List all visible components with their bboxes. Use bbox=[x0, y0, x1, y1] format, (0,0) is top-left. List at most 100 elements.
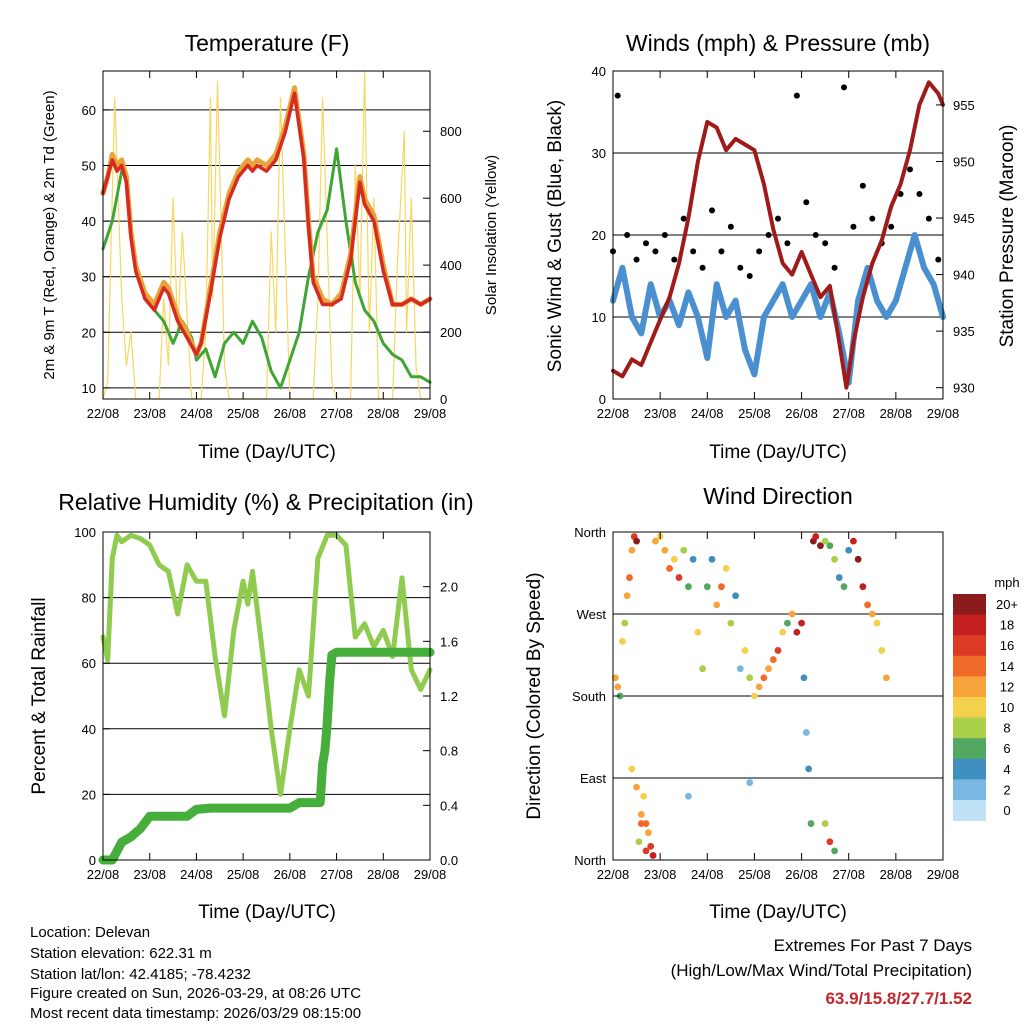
direction-point bbox=[640, 792, 648, 800]
latlon-text: Station lat/lon: 42.4185; -78.4232 bbox=[30, 966, 251, 983]
gust-point bbox=[756, 248, 763, 255]
direction-point bbox=[722, 565, 730, 572]
humidity-xlabel: Time (Day/UTC) bbox=[198, 902, 336, 923]
gust-point bbox=[935, 256, 942, 263]
gust-point bbox=[661, 232, 668, 238]
gust-point bbox=[916, 191, 923, 197]
y-tick-right-label: 935 bbox=[953, 324, 975, 339]
solar-ylabel: Solar Insolation (Yellow) bbox=[483, 155, 500, 315]
x-tick-label: 22/08 bbox=[597, 867, 630, 882]
y-tick-right-label: 1.2 bbox=[440, 689, 458, 704]
direction-point bbox=[774, 647, 782, 654]
y-tick-right-label: 0 bbox=[440, 392, 447, 407]
gust-point bbox=[907, 166, 913, 173]
direction-point bbox=[805, 765, 813, 773]
direction-point bbox=[713, 601, 721, 609]
y-tick-label: North bbox=[574, 853, 606, 868]
direction-point bbox=[614, 683, 622, 691]
temp-9m-line bbox=[101, 91, 432, 357]
direction-point bbox=[817, 542, 824, 550]
x-tick-label: 27/08 bbox=[832, 406, 865, 421]
x-tick-label: 25/08 bbox=[227, 867, 260, 882]
direction-point bbox=[868, 610, 876, 618]
direction-point bbox=[703, 583, 711, 591]
gust-point bbox=[841, 84, 847, 91]
direction-point bbox=[859, 583, 867, 591]
direction-point bbox=[637, 811, 645, 818]
extremes-block: Extremes For Past 7 Days (High/Low/Max W… bbox=[671, 936, 972, 1008]
recent-text: Most recent data timestamp: 2026/03/29 0… bbox=[30, 1005, 361, 1022]
direction-point bbox=[845, 546, 853, 554]
x-tick-label: 27/08 bbox=[320, 867, 353, 882]
x-tick-label: 28/08 bbox=[880, 867, 913, 882]
winds-series bbox=[610, 80, 946, 390]
gust-point bbox=[831, 264, 838, 271]
x-tick-label: 23/08 bbox=[644, 867, 677, 882]
y-tick-right-label: 2.0 bbox=[440, 580, 458, 595]
direction-point bbox=[611, 674, 619, 682]
gust-point bbox=[690, 248, 697, 255]
gust-point bbox=[709, 207, 715, 214]
humidity-series bbox=[98, 532, 435, 865]
x-tick-label: 28/08 bbox=[880, 406, 913, 421]
direction-point bbox=[628, 765, 636, 773]
direction-gridlines bbox=[613, 531, 943, 861]
direction-ticks: 22/08 23/08 24/08 25/08 26/08 27/08 28/08 29/08… bbox=[572, 525, 959, 882]
direction-point bbox=[647, 842, 655, 850]
y-tick-right-label: 945 bbox=[953, 211, 975, 226]
direction-point bbox=[685, 792, 692, 800]
humidity-ylabel: Percent & Total Rainfall bbox=[29, 597, 50, 794]
direction-point bbox=[666, 565, 673, 572]
direction-point bbox=[727, 619, 735, 627]
y-tick-right-label: 0.8 bbox=[440, 744, 458, 759]
y-tick-right-label: 600 bbox=[440, 191, 462, 206]
legend-label: 2 bbox=[1003, 782, 1010, 797]
gust-point bbox=[746, 273, 753, 279]
gust-point bbox=[765, 232, 772, 238]
direction-panel: Wind Direction 22/08 23/08 24/08 25/08 26/08… bbox=[524, 483, 1020, 923]
legend-swatch bbox=[953, 594, 986, 615]
direction-point bbox=[864, 601, 871, 609]
direction-point bbox=[635, 838, 643, 846]
x-tick-label: 27/08 bbox=[320, 406, 353, 421]
legend-swatch bbox=[953, 614, 986, 636]
pressure-ylabel: Station Pressure (Maroon) bbox=[997, 125, 1018, 348]
direction-point bbox=[708, 555, 716, 563]
legend-label: 20+ bbox=[996, 597, 1018, 612]
y-tick-label: 0 bbox=[89, 853, 96, 868]
gust-point bbox=[633, 256, 640, 263]
x-tick-label: 26/08 bbox=[785, 867, 818, 882]
legend-swatch bbox=[953, 738, 986, 760]
temperature-ticks: 22/08 23/08 24/08 25/08 26/08 27/08 28/08 29/08… bbox=[82, 71, 462, 421]
temperature-ylabel: 2m & 9m T (Red, Orange) & 2m Td (Green) bbox=[41, 90, 58, 379]
legend-swatch bbox=[953, 697, 986, 718]
x-tick-label: 26/08 bbox=[274, 867, 307, 882]
direction-point bbox=[831, 847, 838, 855]
y-tick-right-label: 0.0 bbox=[440, 853, 458, 868]
direction-point bbox=[746, 779, 754, 786]
extremes-values: 63.9/15.8/27.7/1.52 bbox=[825, 989, 972, 1008]
temperature-frame bbox=[102, 70, 431, 400]
legend-label: 4 bbox=[1003, 762, 1010, 777]
y-tick-label: 20 bbox=[592, 228, 606, 243]
direction-point bbox=[642, 820, 650, 827]
x-tick-label: 24/08 bbox=[180, 867, 213, 882]
direction-point bbox=[784, 619, 791, 627]
y-tick-label: 20 bbox=[82, 787, 96, 802]
x-tick-label: 29/08 bbox=[927, 406, 960, 421]
direction-point bbox=[769, 656, 777, 663]
y-tick-label: East bbox=[580, 771, 606, 786]
winds-ylabel: Sonic Wind & Gust (Blue, Black) bbox=[545, 100, 566, 372]
direction-point bbox=[670, 555, 678, 563]
y-tick-label: 10 bbox=[82, 381, 96, 396]
direction-point bbox=[685, 583, 692, 591]
gust-point bbox=[614, 92, 621, 99]
legend-label: 6 bbox=[1003, 741, 1010, 756]
x-tick-label: 25/08 bbox=[227, 406, 260, 421]
winds-ticks: 22/08 23/08 24/08 25/08 26/08 27/08 28/08 29/08… bbox=[592, 64, 975, 421]
legend-swatch bbox=[953, 800, 986, 821]
winds-panel: Winds (mph) & Pressure (mb) 22/08 23/08 24… bbox=[545, 30, 1018, 463]
x-tick-label: 29/08 bbox=[414, 867, 447, 882]
direction-point bbox=[675, 574, 683, 581]
x-tick-label: 23/08 bbox=[644, 406, 677, 421]
